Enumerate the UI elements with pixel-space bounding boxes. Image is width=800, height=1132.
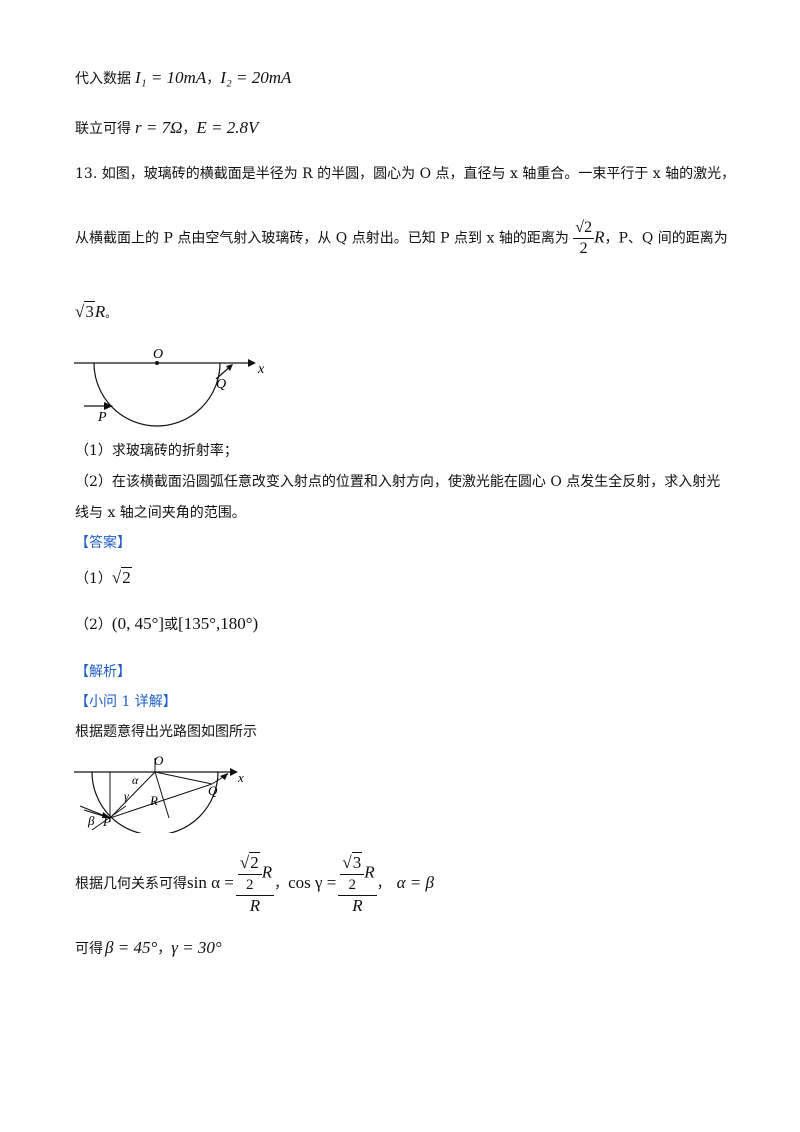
distance-fraction: √2 2	[573, 218, 595, 259]
analysis-intro: 根据题意得出光路图如图所示	[75, 724, 257, 740]
label-q: Q	[208, 783, 218, 798]
label-o: O	[154, 753, 164, 768]
label-p: P	[102, 814, 111, 829]
analysis-label: 【解析】	[75, 664, 131, 680]
result-prefix: 联立可得	[75, 121, 131, 137]
answer-1-value: √2	[111, 567, 132, 587]
emf-e: E = 2.8V	[196, 118, 259, 137]
label-x: x	[257, 362, 265, 377]
label-gamma: γ	[124, 789, 129, 803]
range-1: (0, 45°]	[111, 614, 165, 633]
alpha-equals-beta: α = β	[396, 873, 434, 892]
label-alpha: α	[132, 773, 139, 787]
sub-answer-label: 【小问 1 详解】	[75, 694, 177, 710]
sub-question-2-line-1: （2）在该横截面沿圆弧任意改变入射点的位置和入射方向，使激光能在圆心 O 点发生…	[75, 474, 721, 490]
label-r: R	[149, 793, 158, 808]
substitute-line: 代入数据 I₁ = 10mA，I₂ = 20mA	[75, 68, 291, 89]
question-text: 从横截面上的 P 点由空气射入玻璃砖，从 Q 点射出。已知 P 点到 x 轴的距…	[75, 230, 569, 247]
geometry-prefix: 根据几何关系可得	[75, 876, 187, 892]
resistance-r: r = 7Ω	[135, 118, 183, 137]
fraction-numerator: √2	[573, 218, 595, 239]
answer-2: （2）(0, 45°]或[135°,180°)	[75, 614, 259, 633]
label-p: P	[97, 410, 107, 425]
sub-question-1: （1）求玻璃砖的折射率；	[75, 443, 238, 459]
question-13-line-3: √3R。	[75, 301, 117, 321]
beta-value: β = 45°	[105, 938, 158, 957]
separator: ，	[206, 71, 221, 87]
label-beta: β	[87, 813, 95, 828]
cos-lhs: cos γ =	[288, 873, 337, 892]
geometry-relation: 根据几何关系可得sin α = √2 2 R R ，cos γ = √3 2 R R， α = β	[75, 851, 434, 916]
fraction-denominator: 2	[579, 240, 588, 257]
figure-light-path: O x α γ R Q β P	[74, 753, 244, 833]
separator: ，	[182, 121, 197, 137]
substitute-prefix: 代入数据	[75, 71, 131, 87]
fraction-variable: R	[594, 227, 605, 247]
gamma-value: γ = 30°	[171, 938, 222, 957]
question-13-line-2: 从横截面上的 P 点由空气射入玻璃砖，从 Q 点射出。已知 P 点到 x 轴的距…	[75, 218, 728, 259]
question-13-line-1: 13. 如图，玻璃砖的横截面是半径为 R 的半圆，圆心为 O 点，直径与 x 轴…	[75, 166, 736, 182]
result-line: 联立可得 r = 7Ω，E = 2.8V	[75, 118, 258, 139]
sin-fraction: √2 2 R R	[235, 851, 275, 916]
question-text: ，P、Q 间的距离为	[604, 230, 728, 247]
current-i2: I₂ = 20mA	[220, 68, 292, 87]
label-x: x	[237, 770, 244, 785]
label-o: O	[153, 347, 163, 362]
current-i1: I₁ = 10mA	[135, 68, 207, 87]
range-2: [135°,180°)	[178, 614, 259, 633]
label-q: Q	[216, 377, 226, 392]
pq-distance: √3	[75, 301, 95, 321]
cos-fraction: √3 2 R R	[338, 851, 377, 916]
final-result: 可得 β = 45°，γ = 30°	[75, 938, 222, 957]
sin-lhs: sin α =	[187, 873, 234, 892]
sub-question-2-line-2: 线与 x 轴之间夹角的范围。	[75, 505, 246, 521]
figure-semicircle: O x Q P	[74, 347, 265, 427]
answer-1: （1）√2	[75, 567, 132, 587]
answer-label: 【答案】	[75, 535, 131, 551]
